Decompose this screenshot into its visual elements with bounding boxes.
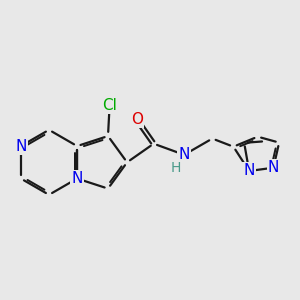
Text: N: N bbox=[15, 139, 27, 154]
Text: N: N bbox=[178, 147, 190, 162]
Text: N: N bbox=[71, 171, 83, 186]
Text: H: H bbox=[171, 161, 181, 175]
Text: O: O bbox=[131, 112, 143, 127]
Text: Cl: Cl bbox=[102, 98, 117, 113]
Text: N: N bbox=[243, 164, 255, 178]
Text: N: N bbox=[268, 160, 279, 175]
